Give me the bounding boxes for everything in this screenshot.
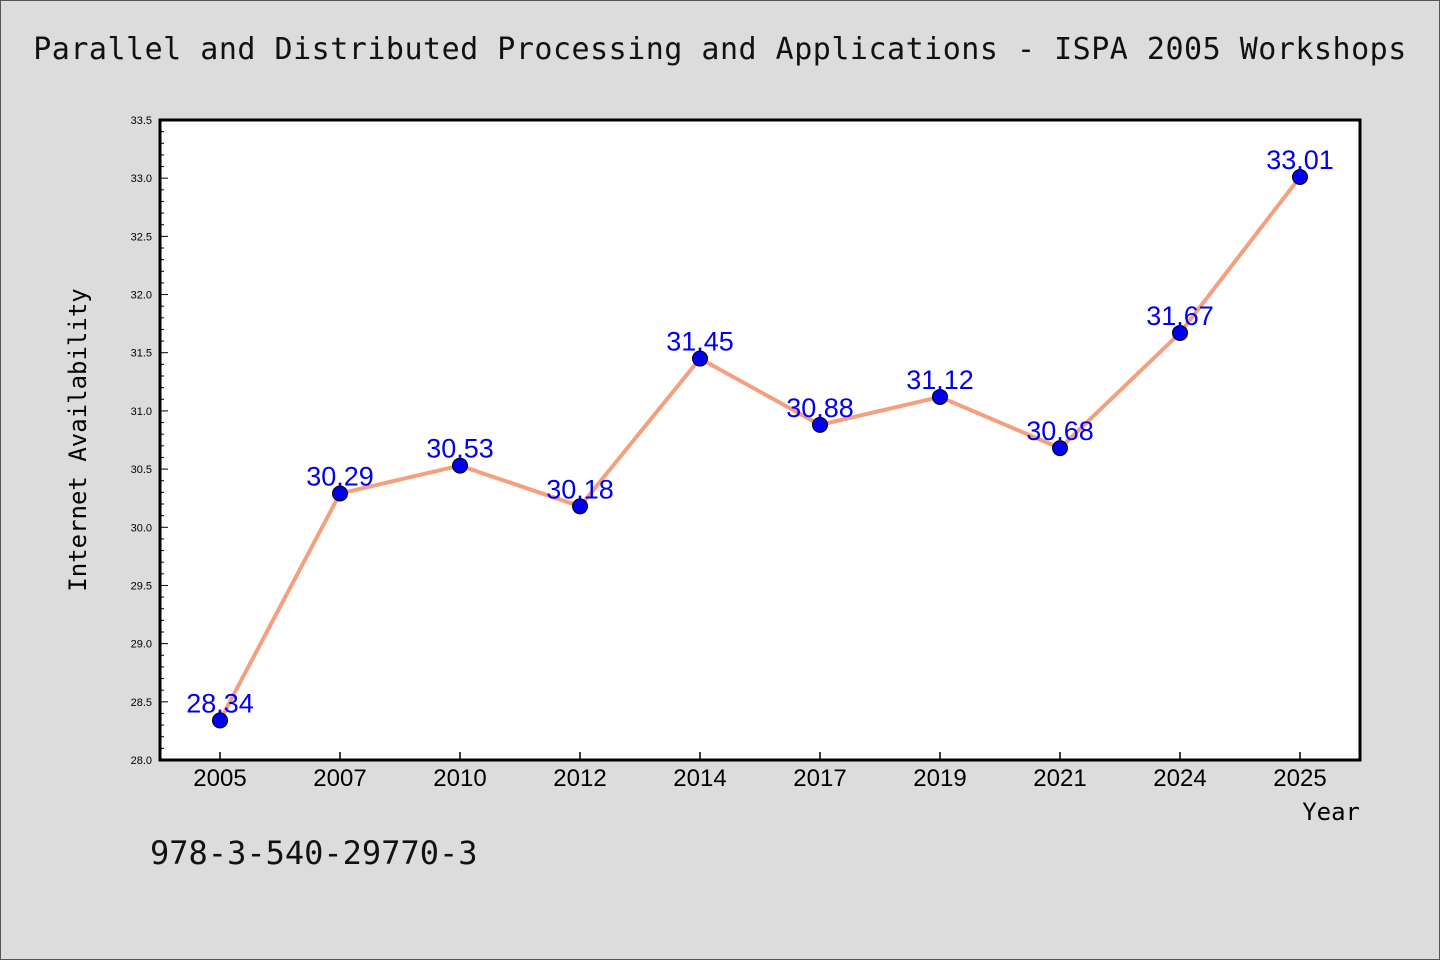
x-tick-label: 2019 — [913, 765, 966, 792]
x-tick-label: 2005 — [193, 765, 246, 792]
x-tick-label: 2017 — [793, 765, 846, 792]
series-line — [218, 175, 1302, 722]
data-point — [812, 416, 828, 433]
data-label: 31.45 — [666, 327, 734, 357]
y-axis-label: Internet Availability — [64, 288, 92, 591]
y-tick-label: 30.5 — [131, 464, 152, 476]
data-point — [932, 388, 948, 405]
data-point — [332, 485, 348, 502]
data-label: 31.67 — [1146, 301, 1214, 331]
x-axis-label: Year — [1302, 798, 1360, 826]
data-label: 30.88 — [786, 393, 854, 423]
data-label: 31.12 — [906, 365, 974, 395]
x-tick-label: 2025 — [1273, 765, 1326, 792]
y-tick-label: 31.5 — [131, 348, 152, 360]
plot-area — [158, 118, 1362, 762]
data-point — [692, 350, 708, 367]
y-tick-label: 29.5 — [131, 580, 152, 592]
y-tick-label: 30.0 — [131, 522, 152, 534]
data-label: 30.53 — [426, 434, 494, 464]
chart-title: Parallel and Distributed Processing and … — [33, 32, 1407, 67]
data-point — [452, 457, 468, 474]
x-tick-label: 2010 — [433, 765, 486, 792]
x-tick-label: 2024 — [1153, 765, 1206, 792]
data-label: 30.18 — [546, 474, 614, 504]
data-label: 30.29 — [306, 462, 374, 492]
y-tick-label: 33.0 — [131, 173, 152, 185]
y-tick-label: 33.5 — [131, 115, 152, 127]
x-tick-label: 2007 — [313, 765, 366, 792]
data-point — [1292, 169, 1308, 186]
data-point — [1172, 324, 1188, 341]
y-tick-label: 32.0 — [131, 290, 152, 302]
data-point — [572, 498, 588, 515]
isbn-text: 978-3-540-29770-3 — [150, 834, 478, 872]
y-tick-label: 32.5 — [131, 231, 152, 243]
y-tick-label: 28.5 — [131, 697, 152, 709]
x-tick-label: 2021 — [1033, 765, 1086, 792]
data-point — [212, 712, 228, 729]
y-tick-label: 31.0 — [131, 406, 152, 418]
y-tick-label: 28.0 — [131, 755, 152, 767]
y-tick-label: 29.0 — [131, 639, 152, 651]
x-tick-label: 2012 — [553, 765, 606, 792]
x-tick-label: 2014 — [673, 765, 726, 792]
data-label: 30.68 — [1026, 416, 1094, 446]
data-label: 28.34 — [186, 688, 254, 718]
data-point — [1052, 440, 1068, 457]
data-label: 33.01 — [1266, 145, 1334, 175]
